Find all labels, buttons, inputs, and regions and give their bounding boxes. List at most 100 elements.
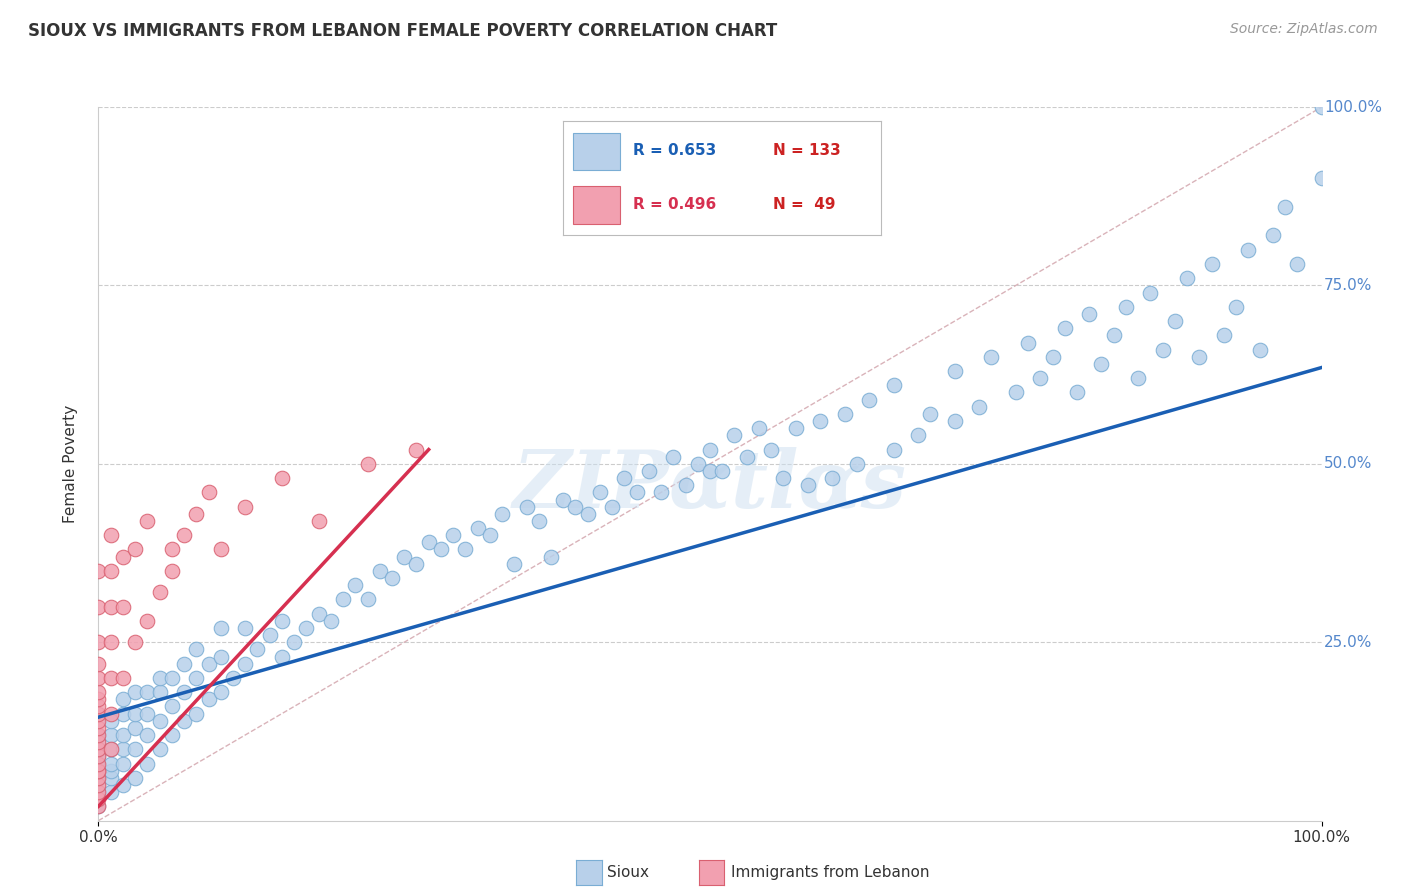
Point — [1029, 371, 1052, 385]
Point — [87, 657, 110, 671]
Point — [308, 514, 330, 528]
Point — [418, 535, 440, 549]
Point — [699, 464, 721, 478]
Point — [160, 564, 183, 578]
Point — [270, 649, 294, 664]
Point — [87, 728, 110, 742]
Point — [197, 657, 219, 671]
Point — [454, 542, 477, 557]
Point — [87, 771, 110, 785]
Point — [136, 514, 159, 528]
Point — [748, 421, 770, 435]
Point — [87, 764, 110, 778]
Point — [943, 414, 966, 428]
Point — [699, 442, 721, 457]
Text: SIOUX VS IMMIGRANTS FROM LEBANON FEMALE POVERTY CORRELATION CHART: SIOUX VS IMMIGRANTS FROM LEBANON FEMALE … — [28, 22, 778, 40]
Point — [295, 621, 318, 635]
Point — [100, 771, 122, 785]
Point — [186, 671, 208, 685]
Point — [100, 564, 122, 578]
Point — [1286, 257, 1309, 271]
Point — [100, 742, 122, 756]
Point — [1274, 200, 1296, 214]
Point — [111, 706, 134, 721]
Point — [761, 442, 783, 457]
Point — [1201, 257, 1223, 271]
Point — [980, 350, 1002, 364]
Point — [87, 692, 110, 706]
Point — [1066, 385, 1088, 400]
Point — [1090, 357, 1112, 371]
Point — [344, 578, 367, 592]
Text: 100.0%: 100.0% — [1324, 100, 1382, 114]
Point — [87, 764, 110, 778]
Point — [675, 478, 697, 492]
Point — [87, 699, 110, 714]
Point — [87, 564, 110, 578]
Y-axis label: Female Poverty: Female Poverty — [63, 405, 77, 523]
Point — [883, 442, 905, 457]
Point — [259, 628, 281, 642]
Point — [87, 735, 110, 749]
Point — [111, 742, 134, 756]
Point — [87, 756, 110, 771]
Point — [87, 706, 110, 721]
Point — [478, 528, 501, 542]
Point — [136, 706, 159, 721]
Point — [87, 771, 110, 785]
Point — [405, 442, 427, 457]
Point — [785, 421, 807, 435]
Point — [87, 635, 110, 649]
Point — [246, 642, 269, 657]
Point — [1249, 343, 1271, 357]
Point — [1078, 307, 1101, 321]
Point — [100, 671, 122, 685]
Point — [124, 771, 146, 785]
Point — [87, 735, 110, 749]
Point — [87, 671, 110, 685]
Point — [160, 699, 183, 714]
Point — [332, 592, 354, 607]
Point — [87, 599, 110, 614]
Text: Source: ZipAtlas.com: Source: ZipAtlas.com — [1230, 22, 1378, 37]
Point — [1102, 328, 1125, 343]
Point — [149, 714, 172, 728]
Point — [111, 549, 134, 564]
Point — [821, 471, 844, 485]
Point — [1053, 321, 1076, 335]
Point — [600, 500, 623, 514]
Point — [283, 635, 305, 649]
Point — [160, 728, 183, 742]
Point — [735, 450, 758, 464]
Point — [100, 756, 122, 771]
Point — [430, 542, 453, 557]
Point — [136, 685, 159, 699]
Point — [1175, 271, 1198, 285]
Point — [87, 785, 110, 799]
Point — [149, 742, 172, 756]
Point — [173, 685, 195, 699]
Point — [87, 749, 110, 764]
Point — [368, 564, 391, 578]
Point — [124, 635, 146, 649]
Point — [124, 742, 146, 756]
Point — [136, 756, 159, 771]
Point — [1017, 335, 1039, 350]
Point — [319, 614, 342, 628]
Point — [637, 464, 661, 478]
Point — [87, 714, 110, 728]
Point — [967, 400, 990, 414]
Point — [111, 692, 134, 706]
Point — [209, 649, 232, 664]
Point — [540, 549, 562, 564]
Point — [662, 450, 685, 464]
Text: Immigrants from Lebanon: Immigrants from Lebanon — [731, 865, 929, 880]
Point — [1310, 100, 1333, 114]
Point — [270, 471, 294, 485]
Point — [797, 478, 820, 492]
Point — [136, 614, 159, 628]
Point — [308, 607, 330, 621]
Point — [503, 557, 526, 571]
Point — [100, 742, 122, 756]
Point — [87, 799, 110, 814]
